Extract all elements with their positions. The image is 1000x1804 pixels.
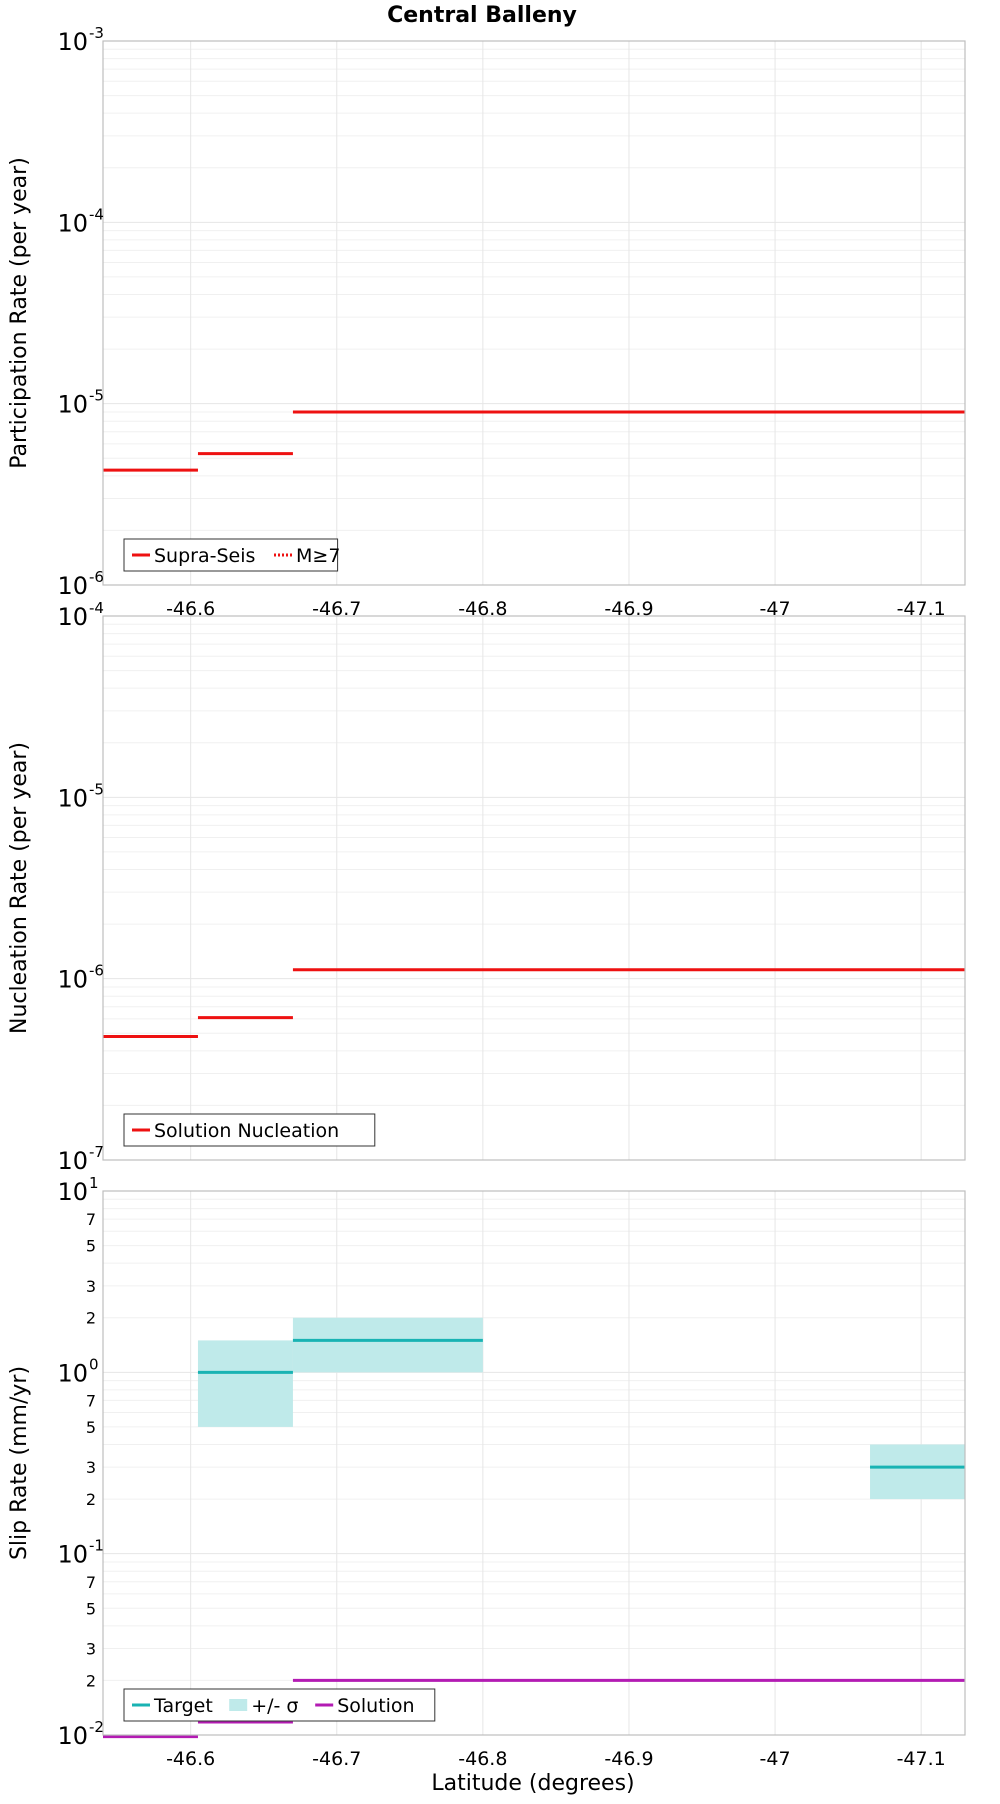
y-tick-label: 10 — [57, 603, 88, 631]
y-minor-tick-label: 7 — [86, 1210, 96, 1229]
y-minor-tick-label: 3 — [86, 1639, 96, 1658]
y-tick-label: 10 — [57, 1359, 88, 1387]
x-tick-label: -46.9 — [604, 1748, 653, 1770]
legend: Supra-Seis M≥7 — [123, 538, 340, 572]
y-minor-tick-label: 2 — [86, 1309, 96, 1328]
sigma-band — [870, 1444, 965, 1500]
legend-label: Supra-Seis — [154, 545, 255, 567]
x-tick-label: -46.7 — [312, 1748, 361, 1770]
series-solution-nucleation — [103, 968, 965, 1038]
x-tick-label: -46.6 — [166, 598, 215, 620]
y-minor-tick-label: 5 — [86, 1599, 96, 1618]
y-tick-label: 10 — [57, 1541, 88, 1569]
x-tick-label: -47.1 — [897, 598, 946, 620]
legend-label: Solution — [337, 1695, 414, 1717]
legend-box — [123, 1688, 436, 1722]
y-axis-label: Participation Rate (per year) — [7, 157, 32, 469]
legend: Solution Nucleation — [123, 1113, 376, 1147]
plot-frame — [102, 615, 966, 1161]
legend-box — [123, 538, 339, 572]
y-tick-exponent: -5 — [89, 780, 104, 798]
x-tick-label: -46.7 — [312, 598, 361, 620]
y-tick-exponent: -1 — [89, 1537, 104, 1555]
y-tick-label: 10 — [57, 28, 88, 56]
y-minor-tick-label: 3 — [86, 1458, 96, 1477]
y-tick-exponent: -7 — [89, 1143, 104, 1161]
plot-frame — [102, 40, 966, 586]
sigma-band — [292, 1317, 483, 1373]
y-minor-tick-label: 5 — [86, 1418, 96, 1437]
y-tick-label: 10 — [57, 209, 88, 237]
legend-label: M≥7 — [296, 545, 340, 567]
y-minor-tick-label: 7 — [86, 1573, 96, 1592]
y-tick-exponent: -4 — [89, 205, 104, 223]
panel-1: 10-610-510-410 -3-46.6 -46.7 -46.8 -46.9 -47-… — [7, 24, 966, 620]
y-minor-tick-label: 5 — [86, 1237, 96, 1256]
x-tick-label: -46.6 — [166, 1748, 215, 1770]
y-tick-exponent: -6 — [89, 568, 104, 586]
y-tick-exponent: 0 — [89, 1355, 99, 1373]
y-tick-exponent: -6 — [89, 962, 104, 980]
y-tick-exponent: -2 — [89, 1718, 104, 1736]
y-tick-label: 10 — [57, 784, 88, 812]
y-axis-label: Slip Rate (mm/yr) — [7, 1366, 32, 1560]
x-axis-label: Latitude (degrees) — [431, 1771, 634, 1796]
sigma-band — [197, 1340, 293, 1427]
x-tick-label: -47 — [760, 598, 791, 620]
y-minor-tick-label: 2 — [86, 1490, 96, 1509]
y-minor-tick-label: 2 — [86, 1671, 96, 1690]
legend-label: Target — [153, 1695, 213, 1717]
legend-label: Solution Nucleation — [154, 1120, 339, 1142]
x-tick-label: -47.1 — [897, 1748, 946, 1770]
y-tick-label: 10 — [57, 391, 88, 419]
plot-frame — [102, 1190, 966, 1736]
x-tick-label: -46.9 — [604, 598, 653, 620]
y-tick-label: 10 — [57, 966, 88, 994]
legend: Target +/- σ Solution — [123, 1688, 436, 1722]
y-tick-exponent: -3 — [89, 24, 104, 42]
y-tick-label: 10 — [57, 1178, 88, 1206]
y-minor-tick-label: 3 — [86, 1277, 96, 1296]
series-supra-seis — [103, 410, 965, 472]
legend-label: +/- σ — [251, 1695, 298, 1717]
y-tick-exponent: -4 — [89, 599, 104, 617]
y-tick-exponent: -5 — [89, 387, 104, 405]
legend-swatch — [229, 1699, 248, 1711]
chart-title: Central Balleny — [387, 3, 577, 28]
y-tick-exponent: 1 — [89, 1174, 99, 1192]
y-minor-tick-label: 7 — [86, 1391, 96, 1410]
x-tick-label: -47 — [760, 1748, 791, 1770]
y-tick-label: 10 — [57, 1722, 88, 1750]
y-tick-label: 10 — [57, 572, 88, 600]
series-solution — [103, 1678, 965, 1739]
chart-panels: 10-610-510-410 -3-46.6 -46.7 -46.8 -46.9 -47-… — [7, 24, 966, 1770]
y-axis-label: Nucleation Rate (per year) — [7, 742, 32, 1034]
y-tick-label: 10 — [57, 1147, 88, 1175]
x-tick-label: -46.8 — [458, 1748, 507, 1770]
legend-box — [123, 1113, 376, 1147]
x-tick-label: -46.8 — [458, 598, 507, 620]
series-target — [197, 1338, 965, 1469]
